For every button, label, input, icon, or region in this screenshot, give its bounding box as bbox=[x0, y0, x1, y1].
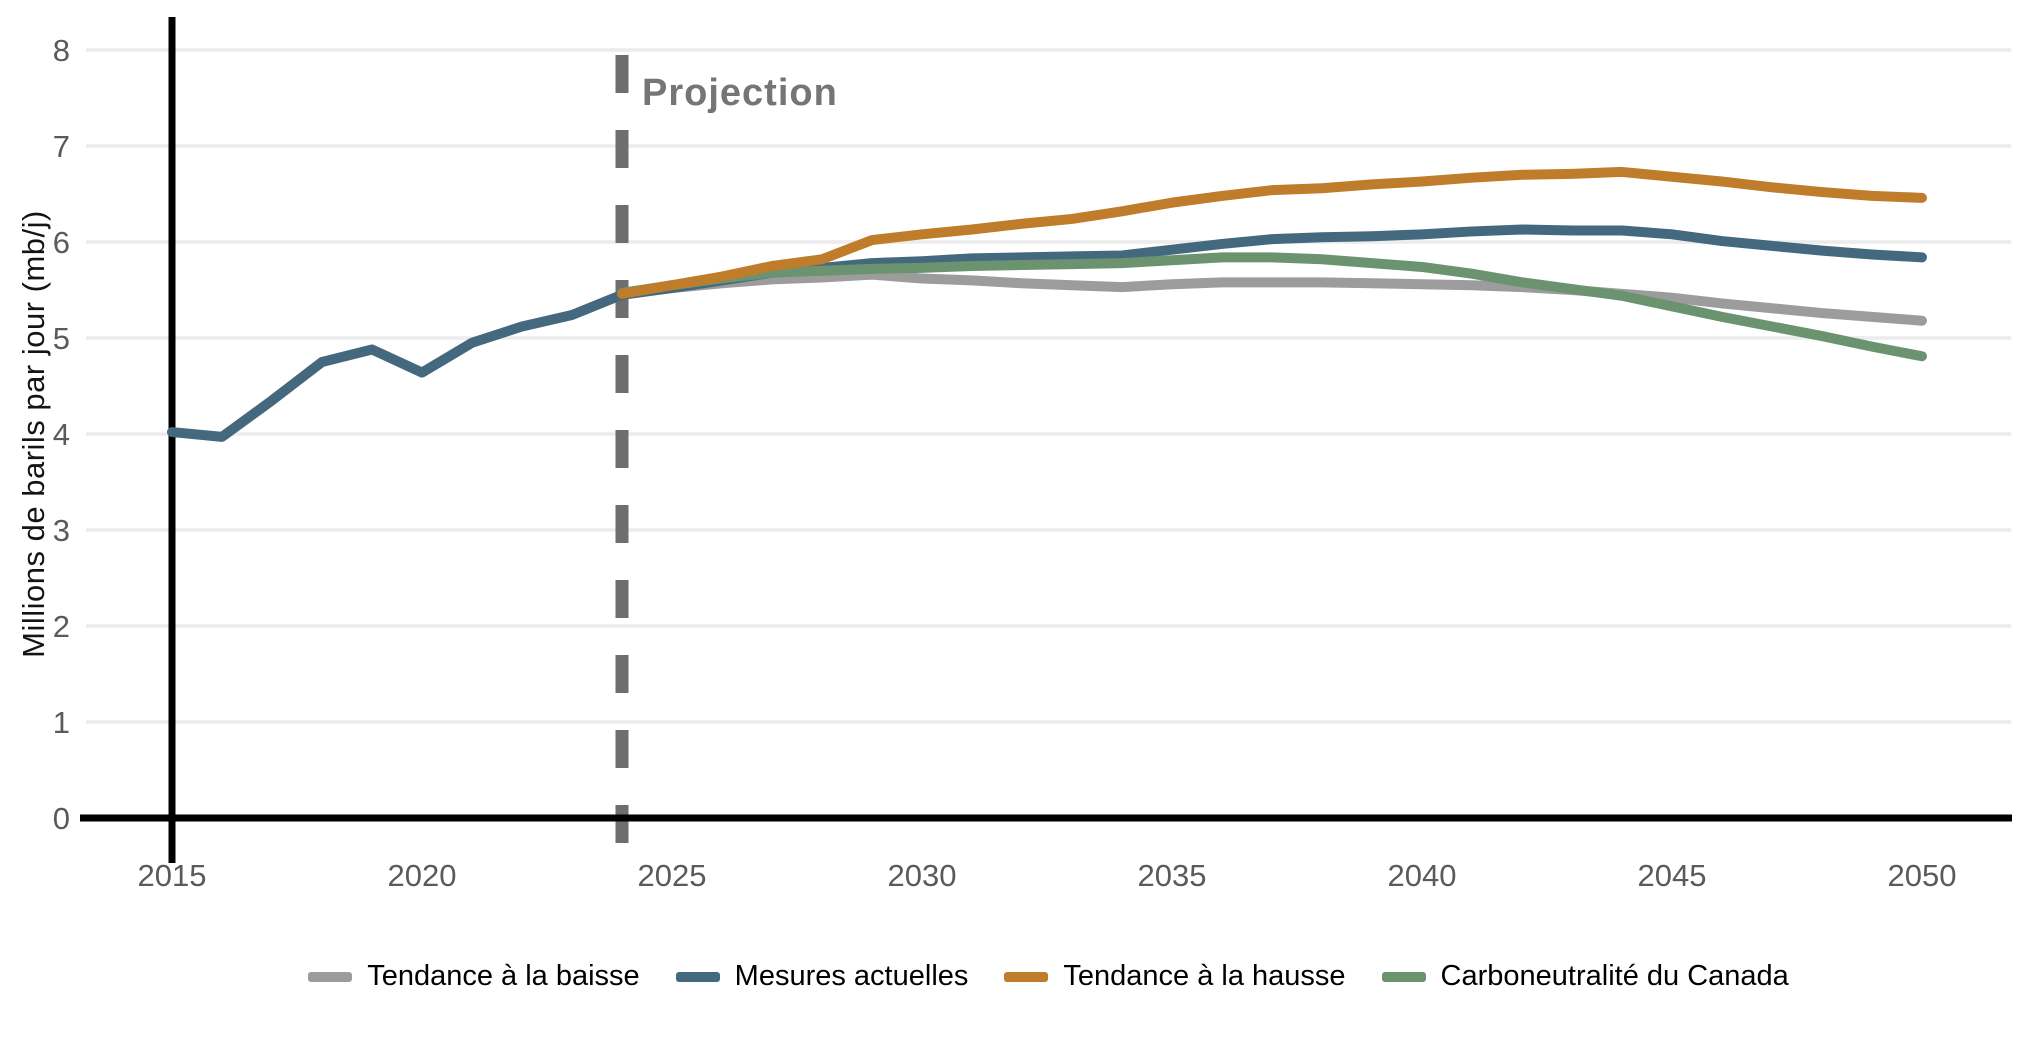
legend-swatch bbox=[675, 971, 720, 982]
legend-label: Tendance à la baisse bbox=[367, 960, 640, 992]
y-tick-label: 4 bbox=[53, 417, 70, 452]
legend-swatch bbox=[1004, 971, 1049, 982]
x-tick-label: 2040 bbox=[1388, 858, 1457, 893]
legend-label: Tendance à la hausse bbox=[1063, 960, 1346, 992]
legend-item-tendance-la-baisse: Tendance à la baisse bbox=[308, 960, 640, 993]
series-line-carboneutralit-du-canada bbox=[617, 252, 1927, 362]
y-tick-label: 1 bbox=[53, 705, 70, 740]
y-tick-label: 3 bbox=[53, 513, 70, 548]
legend-item-tendance-la-hausse: Tendance à la hausse bbox=[1004, 960, 1346, 993]
projection-label: Projection bbox=[642, 72, 838, 114]
x-tick-label: 2045 bbox=[1638, 858, 1707, 893]
legend-item-carboneutralit-du-canada: Carboneutralité du Canada bbox=[1381, 960, 1789, 993]
x-tick-label: 2050 bbox=[1888, 858, 1957, 893]
series-line-tendance-la-baisse bbox=[617, 269, 1927, 326]
chart-legend: Tendance à la baisse Mesures actuelles Ten… bbox=[86, 960, 2011, 993]
y-tick-label: 7 bbox=[53, 129, 70, 164]
y-axis-title: Millions de barils par jour (mb/j) bbox=[16, 210, 51, 658]
x-tick-label: 2030 bbox=[888, 858, 957, 893]
legend-item-mesures-actuelles: Mesures actuelles bbox=[675, 960, 969, 993]
x-tick-label: 2035 bbox=[1138, 858, 1207, 893]
y-tick-label: 6 bbox=[53, 225, 70, 260]
y-tick-label: 2 bbox=[53, 609, 70, 644]
legend-label: Mesures actuelles bbox=[734, 960, 969, 992]
legend-swatch bbox=[1381, 971, 1426, 982]
series-line-mesures-actuelles bbox=[167, 224, 1927, 442]
x-tick-label: 2015 bbox=[138, 858, 207, 893]
legend-swatch bbox=[308, 971, 353, 982]
y-tick-label: 5 bbox=[53, 321, 70, 356]
y-tick-label: 0 bbox=[53, 801, 70, 836]
legend-label: Carboneutralité du Canada bbox=[1440, 960, 1789, 992]
y-tick-label: 8 bbox=[53, 33, 70, 68]
x-tick-label: 2020 bbox=[388, 858, 457, 893]
x-tick-label: 2025 bbox=[638, 858, 707, 893]
line-chart-canvas: 0 1 2 3 4 5 6 7 8 2015 2020 2025 2030 2035 2040 2045 205… bbox=[53, 17, 2012, 893]
series-line-tendance-la-hausse bbox=[617, 166, 1927, 299]
